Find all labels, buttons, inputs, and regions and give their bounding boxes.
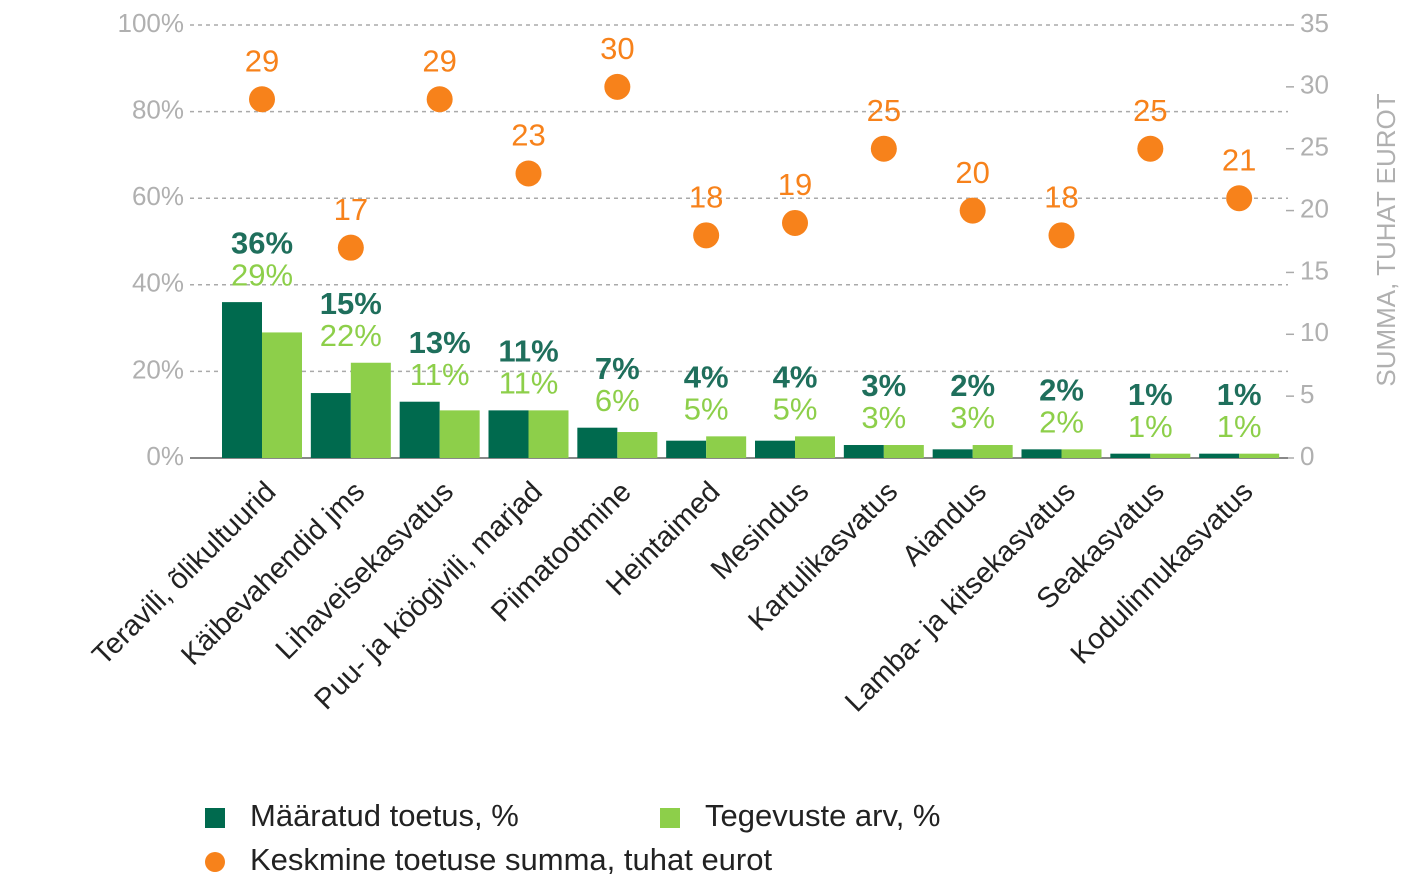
- data-label: 11%: [499, 366, 559, 401]
- legend-label: Tegevuste arv, %: [705, 798, 940, 833]
- dot: [1226, 185, 1253, 212]
- data-label: 3%: [861, 368, 906, 403]
- data-label: 21: [1222, 142, 1256, 177]
- data-label: 3%: [861, 400, 906, 435]
- y2-tick-label: 5: [1300, 379, 1314, 409]
- data-label: 20: [955, 155, 989, 190]
- data-label: 1%: [1217, 409, 1262, 444]
- y-tick-label: 40%: [132, 268, 184, 298]
- y2-tick-label: 35: [1300, 8, 1329, 38]
- y2-tick-label: 0: [1300, 441, 1314, 471]
- x-tick-label: Kartulikasvatus: [743, 476, 905, 638]
- data-label: 11%: [410, 357, 470, 392]
- data-label: 22%: [320, 318, 382, 353]
- dot: [426, 86, 453, 113]
- bar: [262, 332, 302, 458]
- bar: [528, 410, 569, 458]
- data-label: 29: [422, 43, 456, 78]
- dot: [1137, 135, 1164, 162]
- bar: [488, 410, 529, 458]
- data-label: 6%: [595, 383, 640, 418]
- y-tick-label: 60%: [132, 181, 184, 211]
- data-label: 2%: [950, 368, 995, 403]
- dot: [337, 234, 364, 261]
- y2-tick-label: 20: [1300, 193, 1329, 223]
- data-label: 11%: [498, 334, 558, 369]
- bar: [439, 410, 480, 458]
- data-label: 1%: [1217, 377, 1262, 412]
- y-tick-label: 0%: [146, 441, 184, 471]
- y-tick-label: 20%: [132, 354, 184, 384]
- data-label: 29%: [231, 257, 293, 292]
- bar: [843, 445, 884, 458]
- bar: [972, 445, 1013, 458]
- dot: [1048, 222, 1075, 249]
- data-label: 13%: [409, 325, 471, 360]
- bar: [1239, 453, 1280, 458]
- bar: [666, 440, 707, 458]
- data-label: 4%: [773, 360, 818, 395]
- data-label: 29: [245, 43, 279, 78]
- data-label: 25: [867, 93, 901, 128]
- data-label: 36%: [231, 225, 293, 260]
- bar: [310, 393, 351, 458]
- data-label: 1%: [1128, 377, 1173, 412]
- y-tick-label: 80%: [132, 94, 184, 124]
- y2-tick-label: 10: [1300, 317, 1329, 347]
- data-label: 17: [334, 192, 368, 227]
- data-label: 18: [689, 180, 723, 215]
- data-label: 3%: [950, 400, 995, 435]
- y2-tick-label: 30: [1300, 70, 1329, 100]
- dot: [959, 197, 986, 224]
- bar: [1110, 453, 1151, 458]
- bar: [399, 401, 440, 458]
- data-label: 5%: [773, 392, 818, 427]
- legend-marker: [205, 808, 225, 828]
- y2-tick-label: 15: [1300, 255, 1329, 285]
- legend-marker: [660, 808, 680, 828]
- bar: [1061, 449, 1102, 458]
- y2-tick-label: 25: [1300, 132, 1329, 162]
- y-tick-label: 100%: [118, 8, 185, 38]
- data-label: 30: [600, 31, 634, 66]
- dot: [604, 73, 631, 100]
- bar: [1150, 453, 1191, 458]
- bar: [1021, 449, 1062, 458]
- bar: [755, 440, 795, 458]
- data-label: 2%: [1039, 405, 1084, 440]
- bar: [706, 436, 747, 458]
- dot: [515, 160, 542, 187]
- dot: [782, 209, 808, 236]
- y2-axis-title: SUMMA, TUHAT EUROT: [1371, 93, 1401, 386]
- bar: [350, 362, 391, 458]
- bar: [883, 445, 924, 458]
- data-label: 5%: [684, 392, 729, 427]
- dot: [870, 135, 897, 162]
- data-label: 19: [778, 167, 812, 202]
- data-label: 18: [1044, 180, 1078, 215]
- legend-marker: [205, 852, 225, 872]
- data-label: 23: [511, 118, 545, 153]
- data-label: 15%: [320, 286, 382, 321]
- legend-label: Keskmine toetuse summa, tuhat eurot: [250, 842, 772, 877]
- data-label: 4%: [684, 360, 729, 395]
- legend-label: Määratud toetus, %: [250, 798, 519, 833]
- bar: [617, 432, 658, 458]
- data-label: 25: [1133, 93, 1167, 128]
- dot: [249, 86, 275, 113]
- bar: [932, 449, 973, 458]
- data-label: 2%: [1039, 373, 1084, 408]
- bar: [222, 302, 262, 458]
- bar: [795, 436, 835, 458]
- bar: [577, 427, 618, 458]
- data-label: 7%: [595, 351, 640, 386]
- dot: [693, 222, 720, 249]
- data-label: 1%: [1128, 409, 1173, 444]
- bar: [1199, 453, 1240, 458]
